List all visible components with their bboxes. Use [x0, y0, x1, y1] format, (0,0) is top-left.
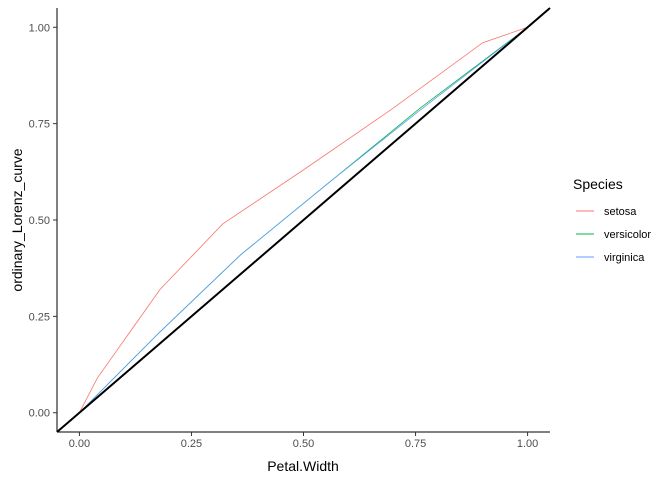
legend-item-versicolor: versicolor [576, 229, 651, 241]
y-axis-title: ordinary_Lorenz_curve [9, 148, 25, 291]
y-axis-ticks: 0.00 0.25 0.50 0.75 1.00 [29, 22, 57, 420]
y-tick-label: 0.25 [29, 311, 50, 323]
series-lines [79, 26, 528, 414]
x-tick-label: 0.25 [181, 438, 202, 450]
legend-items: setosa versicolor virginica [576, 206, 651, 264]
x-axis-ticks: 0.00 0.25 0.50 0.75 1.00 [69, 432, 538, 450]
x-tick-label: 0.50 [293, 438, 314, 450]
legend-title: Species [573, 176, 623, 192]
legend-label-versicolor: versicolor [604, 229, 651, 241]
y-tick-label: 1.00 [29, 22, 50, 34]
legend-item-setosa: setosa [576, 206, 637, 218]
legend: Species setosa versicolor virginica [573, 176, 651, 264]
legend-label-virginica: virginica [604, 252, 645, 264]
y-tick-label: 0.50 [29, 215, 50, 227]
legend-item-virginica: virginica [576, 252, 645, 264]
legend-label-setosa: setosa [604, 206, 637, 218]
x-tick-label: 1.00 [517, 438, 538, 450]
series-line-virginica [79, 26, 528, 414]
plot-area [56, 7, 551, 433]
x-tick-label: 0.00 [69, 438, 90, 450]
y-tick-label: 0.00 [29, 408, 50, 420]
x-tick-label: 0.75 [405, 438, 426, 450]
y-tick-label: 0.75 [29, 119, 50, 131]
series-line-setosa [79, 26, 528, 413]
x-axis-title: Petal.Width [267, 458, 339, 474]
equality-reference-line [56, 7, 551, 433]
